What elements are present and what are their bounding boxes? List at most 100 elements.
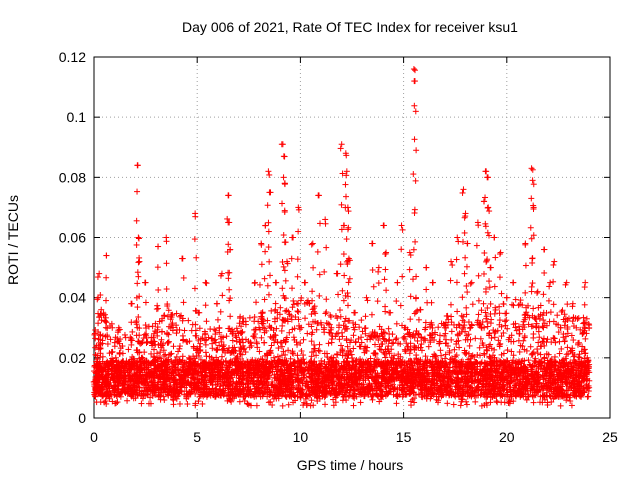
data-point [462, 350, 469, 357]
data-point [456, 344, 463, 351]
data-point [296, 326, 303, 333]
data-point [256, 348, 263, 355]
y-tick-label: 0.08 [59, 169, 86, 185]
data-point [304, 330, 311, 337]
data-point [336, 336, 343, 343]
x-tick-label: 20 [499, 429, 515, 445]
data-point [223, 333, 230, 340]
data-point [343, 335, 350, 342]
data-point [202, 349, 209, 356]
data-point [336, 307, 343, 314]
data-point [313, 326, 320, 333]
data-point [456, 322, 463, 329]
data-point [278, 327, 285, 334]
data-point [113, 400, 120, 407]
data-point [316, 341, 323, 348]
data-point [298, 348, 305, 355]
data-point [444, 400, 451, 407]
data-point [294, 308, 301, 315]
data-point [437, 332, 444, 339]
data-point [372, 341, 379, 348]
data-point [325, 320, 332, 327]
data-point [487, 399, 494, 406]
data-point [236, 320, 243, 327]
x-tick-label: 25 [602, 429, 618, 445]
data-point [540, 338, 547, 345]
data-point [503, 317, 510, 324]
data-point [154, 350, 161, 357]
data-point [393, 400, 400, 407]
data-point [212, 336, 219, 343]
data-point [472, 398, 479, 405]
data-point [408, 402, 415, 409]
data-point [181, 327, 188, 334]
data-point [125, 346, 132, 353]
data-point [173, 330, 180, 337]
data-point [472, 335, 479, 342]
data-point [570, 337, 577, 344]
data-point [199, 400, 206, 407]
data-point [440, 321, 447, 328]
data-point [150, 353, 157, 360]
data-point [124, 397, 131, 404]
data-point [496, 317, 503, 324]
data-point [357, 399, 364, 406]
data-point [282, 308, 289, 315]
data-point [448, 328, 455, 335]
data-point [176, 313, 183, 320]
data-point [270, 354, 277, 361]
data-point [258, 334, 265, 341]
data-point [325, 340, 332, 347]
data-point [161, 312, 168, 319]
data-point [561, 311, 568, 318]
data-point [386, 330, 393, 337]
data-point [192, 321, 199, 328]
data-point [564, 330, 571, 337]
data-point [478, 307, 485, 314]
data-point [95, 320, 102, 327]
data-point [482, 309, 489, 316]
data-point [109, 324, 116, 331]
data-point [577, 326, 584, 333]
data-point [211, 326, 218, 333]
y-tick-label: 0.06 [59, 230, 86, 246]
data-point [91, 392, 98, 399]
data-point [399, 393, 406, 400]
data-point [557, 402, 564, 409]
data-point [534, 346, 541, 353]
data-point [292, 314, 299, 321]
data-point [158, 336, 165, 343]
data-point [154, 305, 161, 312]
data-point [157, 349, 164, 356]
data-point [348, 351, 355, 358]
data-point [93, 399, 100, 406]
data-point [537, 351, 544, 358]
data-point [534, 350, 541, 357]
data-point [564, 344, 571, 351]
data-point [176, 400, 183, 407]
axis-ticks [93, 56, 611, 419]
data-point [246, 314, 253, 321]
data-point [536, 315, 543, 322]
data-point [350, 402, 357, 409]
data-point [92, 393, 99, 400]
data-point [475, 311, 482, 318]
data-point [323, 309, 330, 316]
data-point [438, 352, 445, 359]
y-tick-label: 0.02 [59, 350, 86, 366]
data-point [453, 324, 460, 331]
data-point [202, 341, 209, 348]
data-point [170, 343, 177, 350]
data-point [554, 312, 561, 319]
data-points [90, 66, 593, 409]
data-point [496, 303, 503, 310]
y-tick-label: 0 [78, 410, 86, 426]
data-point [508, 348, 515, 355]
data-point [265, 399, 272, 406]
data-point [551, 335, 558, 342]
data-point [530, 399, 537, 406]
data-point [547, 309, 554, 316]
data-point [450, 401, 457, 408]
